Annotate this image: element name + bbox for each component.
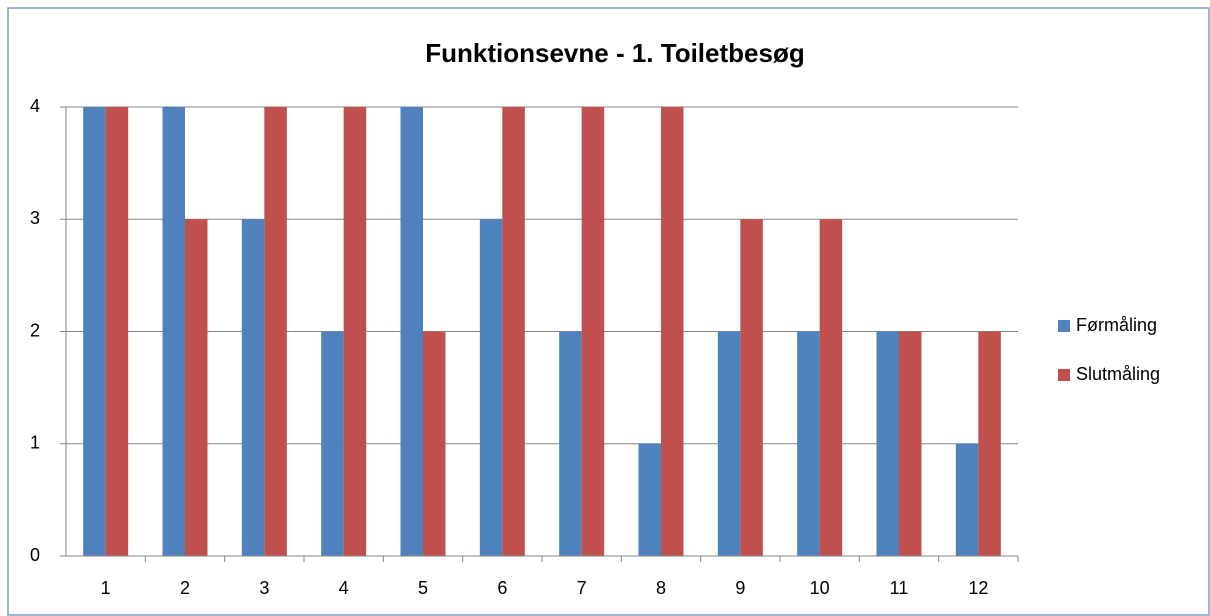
- legend-swatch: [1058, 369, 1070, 381]
- bar: [241, 219, 265, 556]
- bar: [400, 107, 423, 556]
- bar: [105, 107, 129, 556]
- x-tick-label: 1: [101, 578, 111, 598]
- x-tick-label: 4: [339, 578, 349, 598]
- y-tick-label: 1: [30, 433, 40, 453]
- y-tick-label: 0: [30, 545, 40, 565]
- bar: [717, 331, 741, 556]
- bar: [638, 443, 661, 556]
- bar: [83, 107, 106, 556]
- bar: [185, 219, 208, 556]
- bar: [899, 331, 922, 556]
- bar: [978, 331, 1001, 556]
- y-tick-label: 4: [30, 96, 40, 116]
- bar: [343, 107, 367, 556]
- x-tick-label: 10: [810, 578, 830, 598]
- x-tick-label: 12: [968, 578, 988, 598]
- x-tick-label: 5: [418, 578, 428, 598]
- bar: [162, 107, 185, 556]
- bar: [740, 219, 763, 556]
- bar: [264, 107, 287, 556]
- y-tick-label: 3: [30, 208, 40, 228]
- x-tick-label: 3: [259, 578, 269, 598]
- legend-swatch: [1058, 320, 1070, 332]
- bar: [479, 219, 503, 556]
- x-tick-label: 6: [497, 578, 507, 598]
- bar: [321, 331, 344, 556]
- bar: [423, 331, 446, 556]
- bar: [797, 331, 820, 556]
- bar: [502, 107, 525, 556]
- chart-title: Funktionsevne - 1. Toiletbesøg: [425, 38, 804, 68]
- x-tick-label: 11: [890, 578, 909, 598]
- x-tick-label: 8: [656, 578, 666, 598]
- legend-label: Slutmåling: [1076, 364, 1160, 384]
- legend-label: Førmåling: [1076, 315, 1157, 335]
- bar: [559, 331, 582, 556]
- x-tick-label: 2: [180, 578, 190, 598]
- x-tick-label: 7: [577, 578, 587, 598]
- bar: [819, 219, 843, 556]
- bar: [661, 107, 684, 556]
- x-tick-label: 9: [735, 578, 745, 598]
- chart-border: [7, 7, 1210, 616]
- y-tick-label: 2: [30, 320, 40, 340]
- bar: [581, 107, 605, 556]
- bar: [876, 331, 899, 556]
- bar: [955, 443, 979, 556]
